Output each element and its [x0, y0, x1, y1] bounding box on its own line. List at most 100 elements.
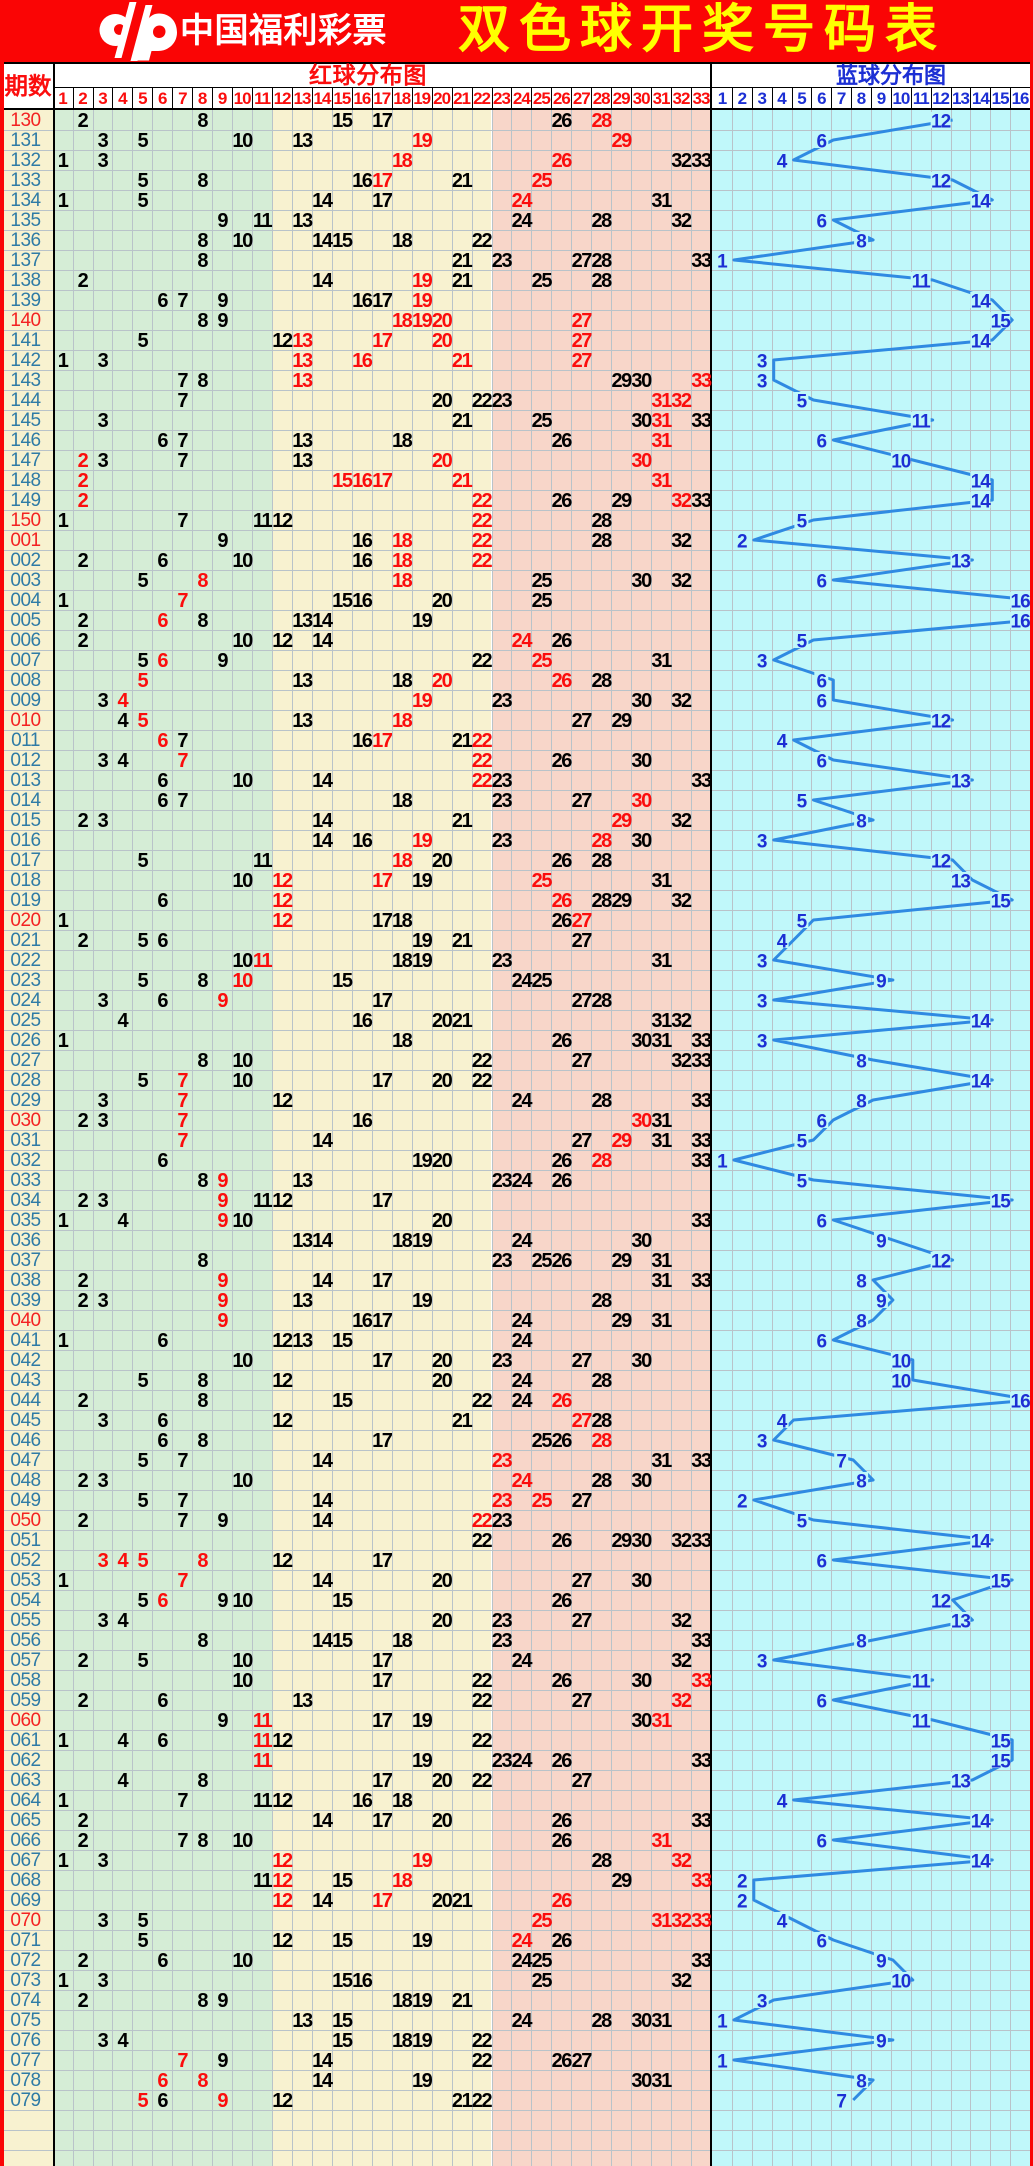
- svg-text:5: 5: [797, 1511, 808, 1532]
- svg-text:12: 12: [931, 111, 951, 132]
- svg-text:8: 8: [856, 811, 866, 832]
- svg-text:9: 9: [876, 2031, 886, 2052]
- svg-text:3: 3: [757, 1991, 767, 2012]
- svg-text:14: 14: [971, 291, 992, 312]
- svg-text:15: 15: [991, 1571, 1012, 1592]
- svg-text:5: 5: [797, 1131, 808, 1152]
- svg-text:1: 1: [717, 2011, 728, 2032]
- svg-text:5: 5: [797, 911, 808, 932]
- svg-text:14: 14: [971, 331, 992, 352]
- svg-text:11: 11: [912, 1711, 932, 1732]
- svg-text:15: 15: [991, 1191, 1012, 1212]
- svg-text:8: 8: [856, 1631, 866, 1652]
- svg-text:6: 6: [817, 691, 827, 712]
- svg-text:12: 12: [931, 171, 951, 192]
- svg-text:4: 4: [777, 151, 788, 172]
- svg-text:3: 3: [757, 371, 767, 392]
- svg-text:14: 14: [971, 1811, 992, 1832]
- svg-text:15: 15: [991, 1751, 1012, 1772]
- svg-text:6: 6: [817, 1831, 827, 1852]
- svg-text:10: 10: [891, 1971, 911, 1992]
- svg-text:5: 5: [797, 391, 808, 412]
- svg-text:6: 6: [817, 1111, 827, 1132]
- svg-text:6: 6: [817, 1211, 827, 1232]
- svg-text:14: 14: [971, 1531, 992, 1552]
- svg-text:9: 9: [876, 1951, 886, 1972]
- svg-text:5: 5: [797, 1171, 808, 1192]
- svg-text:15: 15: [991, 311, 1012, 332]
- svg-text:7: 7: [836, 2091, 846, 2112]
- svg-text:4: 4: [777, 1911, 788, 1932]
- svg-text:9: 9: [876, 1231, 886, 1252]
- svg-text:15: 15: [991, 891, 1012, 912]
- svg-text:16: 16: [1011, 611, 1031, 632]
- svg-text:4: 4: [777, 731, 788, 752]
- svg-text:1: 1: [717, 2051, 728, 2072]
- svg-text:6: 6: [817, 751, 827, 772]
- svg-text:6: 6: [817, 671, 827, 692]
- svg-text:5: 5: [797, 631, 808, 652]
- svg-text:9: 9: [876, 1291, 886, 1312]
- svg-text:7: 7: [836, 1451, 846, 1472]
- svg-text:2: 2: [737, 1891, 747, 1912]
- svg-text:3: 3: [757, 991, 767, 1012]
- svg-text:3: 3: [757, 651, 767, 672]
- svg-text:3: 3: [757, 1031, 767, 1052]
- svg-text:8: 8: [856, 1091, 866, 1112]
- svg-text:13: 13: [951, 1771, 971, 1792]
- svg-text:16: 16: [1011, 1391, 1031, 1412]
- svg-text:14: 14: [971, 471, 992, 492]
- svg-text:2: 2: [737, 531, 747, 552]
- svg-text:5: 5: [797, 791, 808, 812]
- svg-text:11: 11: [912, 411, 932, 432]
- svg-text:8: 8: [856, 1471, 866, 1492]
- svg-text:12: 12: [931, 851, 951, 872]
- svg-text:8: 8: [856, 1051, 866, 1072]
- svg-text:3: 3: [757, 1651, 767, 1672]
- svg-text:2: 2: [737, 1491, 747, 1512]
- svg-text:3: 3: [757, 351, 767, 372]
- svg-text:14: 14: [971, 1011, 992, 1032]
- svg-text:4: 4: [777, 1411, 788, 1432]
- svg-text:2: 2: [737, 1871, 747, 1892]
- svg-text:14: 14: [971, 1071, 992, 1092]
- svg-text:1: 1: [717, 1151, 728, 1172]
- svg-text:6: 6: [817, 1331, 827, 1352]
- svg-text:12: 12: [931, 1591, 951, 1612]
- svg-text:4: 4: [777, 1791, 788, 1812]
- svg-text:4: 4: [777, 931, 788, 952]
- svg-text:6: 6: [817, 1691, 827, 1712]
- svg-text:8: 8: [856, 1311, 866, 1332]
- svg-text:15: 15: [991, 1731, 1012, 1752]
- svg-text:3: 3: [757, 831, 767, 852]
- svg-text:11: 11: [912, 1671, 932, 1692]
- svg-text:13: 13: [951, 1611, 971, 1632]
- svg-text:6: 6: [817, 571, 827, 592]
- svg-text:6: 6: [817, 431, 827, 452]
- svg-text:11: 11: [912, 271, 932, 292]
- svg-text:6: 6: [817, 211, 827, 232]
- svg-text:1: 1: [717, 251, 728, 272]
- svg-text:12: 12: [931, 1251, 951, 1272]
- svg-text:3: 3: [757, 951, 767, 972]
- svg-text:14: 14: [971, 191, 992, 212]
- svg-text:10: 10: [891, 1371, 911, 1392]
- svg-text:16: 16: [1011, 591, 1031, 612]
- svg-text:8: 8: [856, 231, 866, 252]
- svg-text:6: 6: [817, 1931, 827, 1952]
- svg-text:13: 13: [951, 551, 971, 572]
- svg-text:10: 10: [891, 451, 911, 472]
- svg-text:5: 5: [797, 511, 808, 532]
- svg-text:10: 10: [891, 1351, 911, 1372]
- svg-text:9: 9: [876, 971, 886, 992]
- svg-text:6: 6: [817, 131, 827, 152]
- svg-text:12: 12: [931, 711, 951, 732]
- svg-text:13: 13: [951, 771, 971, 792]
- svg-text:14: 14: [971, 1851, 992, 1872]
- svg-text:8: 8: [856, 2071, 866, 2092]
- svg-text:13: 13: [951, 871, 971, 892]
- svg-text:14: 14: [971, 491, 992, 512]
- svg-text:6: 6: [817, 1551, 827, 1572]
- svg-text:8: 8: [856, 1271, 866, 1292]
- svg-text:3: 3: [757, 1431, 767, 1452]
